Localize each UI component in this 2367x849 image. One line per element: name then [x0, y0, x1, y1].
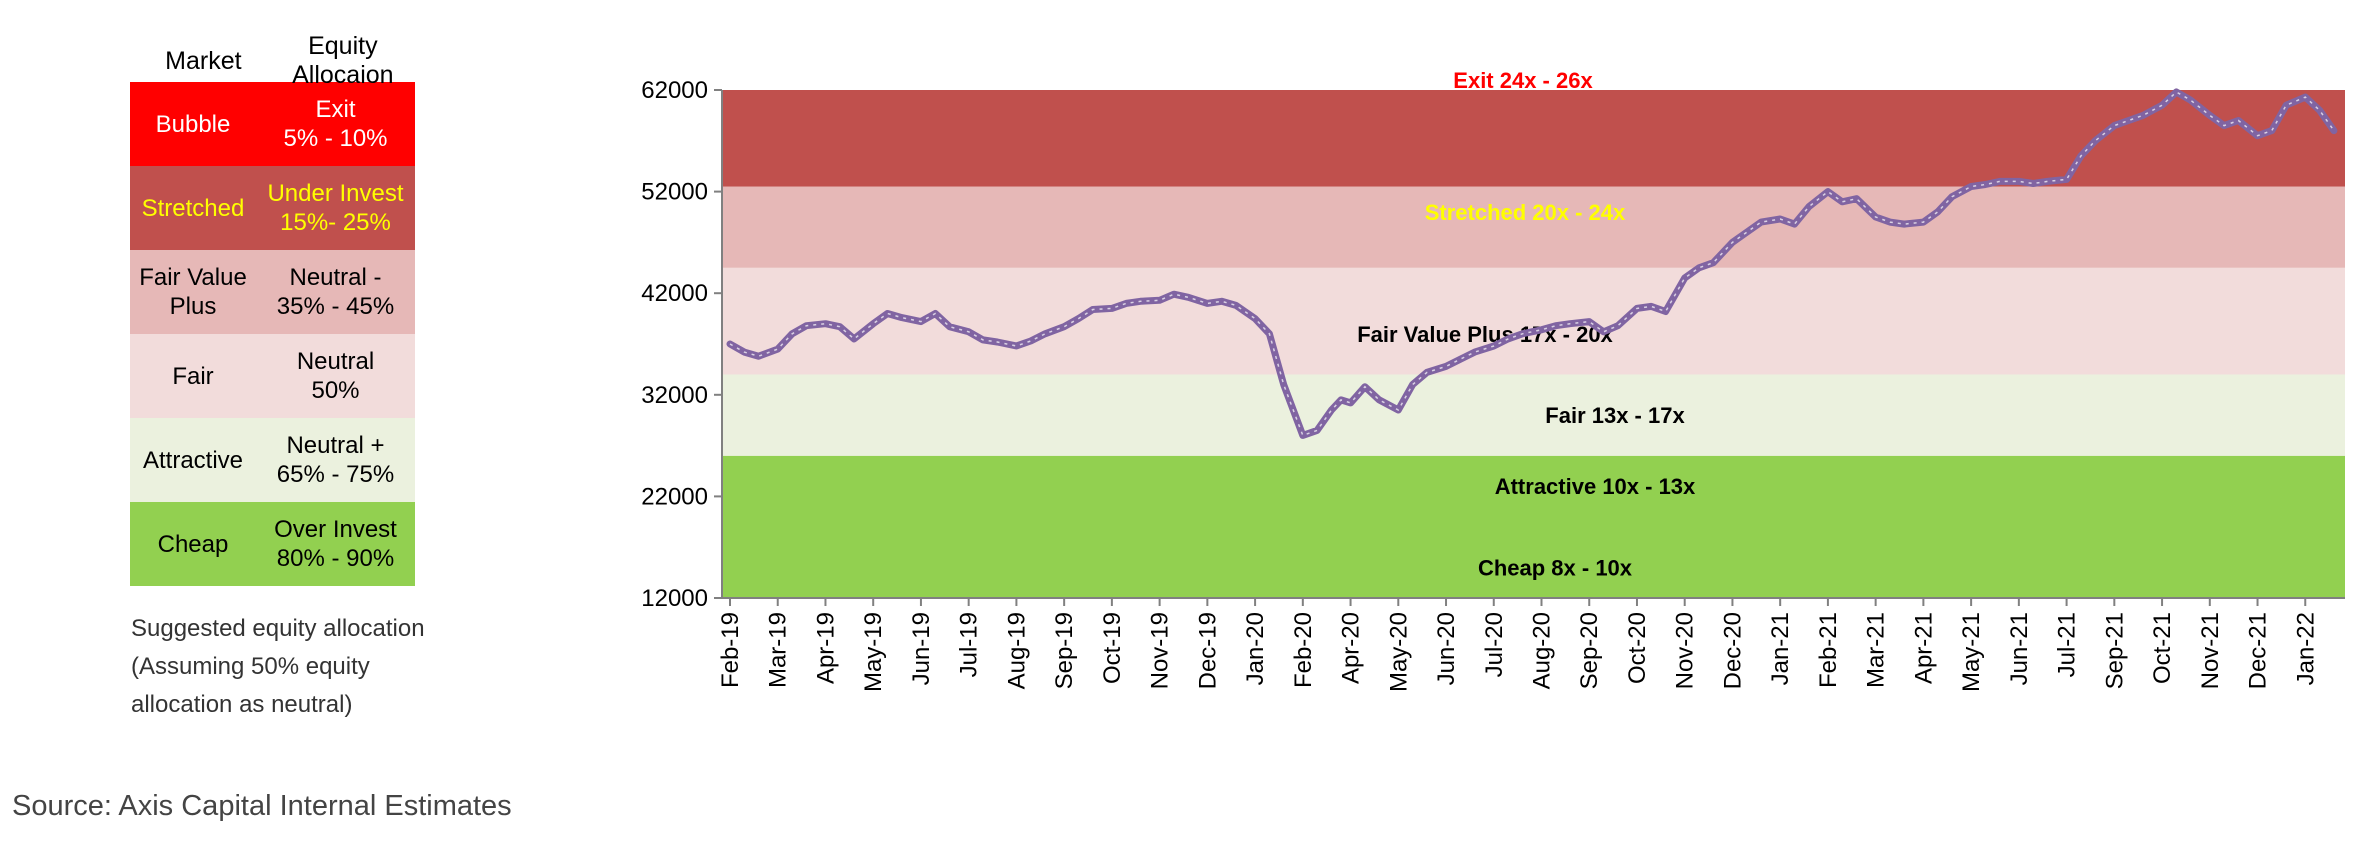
market-cell: Attractive [142, 446, 244, 474]
allocation-cell: Exit 5% - 10% [283, 96, 388, 152]
band-label: Stretched 20x - 24x [1425, 200, 1626, 225]
band-label: Cheap 8x - 10x [1478, 556, 1633, 581]
x-tick-label: Mar-19 [765, 612, 792, 688]
valuation-band [722, 267, 2345, 375]
allocation-cell: Neutral + 65% - 75% [276, 432, 395, 488]
x-tick-label: Mar-21 [1863, 612, 1890, 688]
x-tick-label: Feb-19 [717, 612, 744, 688]
x-tick-label: Sep-20 [1576, 612, 1603, 689]
note-line: allocation as neutral) [131, 691, 353, 718]
x-tick-label: Feb-21 [1815, 612, 1842, 688]
y-tick-label: 32000 [641, 382, 708, 409]
x-tick-label: Jun-20 [1433, 612, 1460, 685]
x-tick-label: May-21 [1958, 612, 1985, 692]
market-cell: Cheap [157, 530, 229, 558]
table-header: Market Equity Allocaion [130, 32, 415, 89]
allocation-cell: Neutral 50% [296, 348, 375, 404]
band-label: Exit 24x - 26x [1453, 68, 1593, 93]
x-tick-label: Dec-21 [2245, 612, 2272, 689]
x-tick-label: Nov-19 [1147, 612, 1174, 689]
x-tick-label: Dec-20 [1719, 612, 1746, 689]
x-tick-label: Oct-21 [2149, 612, 2176, 684]
x-tick-label: Feb-20 [1290, 612, 1317, 688]
x-tick-label: Apr-20 [1338, 612, 1365, 684]
x-tick-label: Jun-19 [908, 612, 935, 685]
x-tick-label: Apr-19 [812, 612, 839, 684]
table-row: Cheap Over Invest 80% - 90% [130, 502, 415, 586]
valuation-band [722, 455, 2345, 598]
allocation-table: Market Equity Allocaion Bubble Exit 5% - … [130, 32, 415, 586]
x-tick-label: Aug-20 [1529, 612, 1556, 689]
x-tick-label: Sep-19 [1051, 612, 1078, 689]
y-tick-label: 62000 [641, 77, 708, 104]
x-tick-label: Apr-21 [1910, 612, 1937, 684]
note-line: (Assuming 50% equity [131, 653, 370, 680]
x-tick-label: Jan-20 [1242, 612, 1269, 685]
y-tick-label: 42000 [641, 280, 708, 307]
band-label: Attractive 10x - 13x [1495, 474, 1696, 499]
x-tick-label: Jul-19 [956, 612, 983, 677]
x-tick-label: Oct-20 [1624, 612, 1651, 684]
market-cell: Bubble [155, 110, 231, 138]
allocation-cell: Under Invest 15%- 25% [267, 180, 404, 236]
y-tick-label: 12000 [641, 585, 708, 612]
x-tick-label: Nov-20 [1672, 612, 1699, 689]
x-tick-label: May-19 [860, 612, 887, 692]
market-cell: Stretched [141, 194, 245, 222]
note-line: Suggested equity allocation [131, 615, 425, 642]
table-row: Fair Neutral 50% [130, 334, 415, 418]
source-note: Source: Axis Capital Internal Estimates [12, 790, 512, 822]
y-tick-label: 22000 [641, 483, 708, 510]
index-series-highlight [729, 91, 2335, 437]
header-market: Market [165, 46, 242, 75]
table-row: Stretched Under Invest 15%- 25% [130, 166, 415, 250]
valuation-band [722, 374, 2345, 456]
allocation-cell: Neutral - 35% - 45% [276, 264, 395, 320]
allocation-cell: Over Invest 80% - 90% [274, 516, 397, 572]
x-tick-label: Dec-19 [1194, 612, 1221, 689]
header-equity-allocation: Equity Allocaion [292, 32, 394, 89]
x-tick-label: Jun-21 [2006, 612, 2033, 685]
y-tick-label: 52000 [641, 179, 708, 206]
table-row: Attractive Neutral + 65% - 75% [130, 418, 415, 502]
x-tick-label: May-20 [1385, 612, 1412, 692]
table-body: Bubble Exit 5% - 10% Stretched Under Invest… [130, 82, 415, 586]
band-label: Fair 13x - 17x [1545, 403, 1685, 428]
market-cell: Fair [172, 362, 214, 390]
allocation-note: Suggested equity allocation (Assuming 50… [131, 610, 425, 724]
x-tick-label: Sep-21 [2101, 612, 2128, 689]
table-row: Bubble Exit 5% - 10% [130, 82, 415, 166]
x-tick-label: Nov-21 [2197, 612, 2224, 689]
x-tick-label: Jan-22 [2292, 612, 2319, 685]
valuation-band [722, 186, 2345, 268]
x-tick-label: Jan-21 [1767, 612, 1794, 685]
x-tick-label: Oct-19 [1099, 612, 1126, 684]
table-row: Fair Value Plus Neutral - 35% - 45% [130, 250, 415, 334]
x-tick-label: Aug-19 [1003, 612, 1030, 689]
x-tick-label: Jul-21 [2054, 612, 2081, 677]
x-tick-label: Jul-20 [1481, 612, 1508, 677]
market-cell: Fair Value Plus [139, 264, 247, 320]
